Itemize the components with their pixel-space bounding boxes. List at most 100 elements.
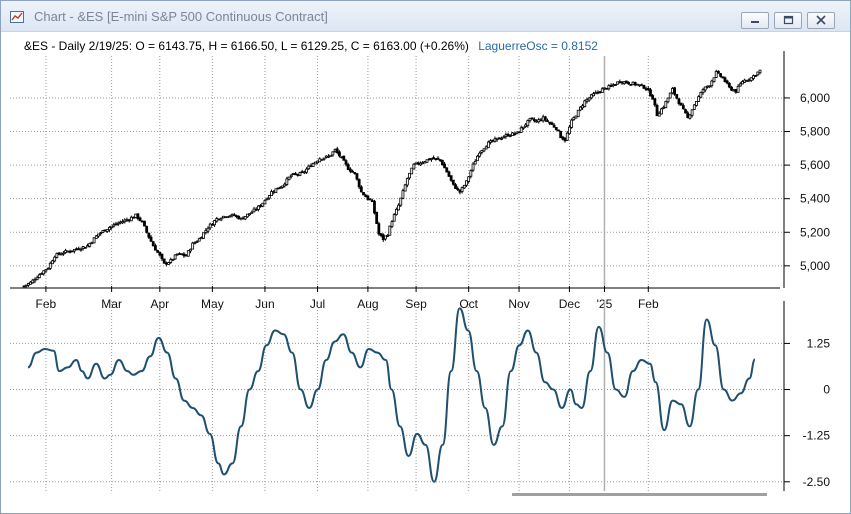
candle: [576, 109, 580, 118]
candle: [70, 250, 74, 253]
candle: [327, 154, 330, 158]
candle: [708, 85, 712, 89]
candle: [388, 225, 392, 236]
candle: [173, 254, 177, 260]
candle: [511, 132, 514, 136]
candle: [616, 81, 620, 85]
candle: [359, 185, 363, 193]
candle: [318, 157, 322, 163]
candle: [184, 254, 188, 257]
candle: [364, 193, 368, 198]
candle: [427, 157, 431, 161]
candle: [68, 249, 72, 254]
oscillator-grid: [10, 301, 784, 491]
candle: [162, 258, 166, 264]
candle: [743, 78, 747, 84]
candle: [692, 103, 696, 111]
candle: [673, 86, 676, 96]
candle: [642, 84, 646, 89]
quote-info: &ES - Daily 2/19/25: O = 6143.75, H = 61…: [24, 39, 598, 53]
candle: [302, 170, 306, 175]
candle: [250, 210, 254, 214]
candle: [550, 121, 554, 125]
candle: [559, 130, 563, 139]
osc-y-tick-label: 1.25: [807, 336, 831, 350]
candle: [451, 179, 455, 186]
candle: [331, 151, 335, 157]
candle: [712, 77, 716, 83]
title-bar[interactable]: Chart - &ES [E-mini S&P 500 Continuous C…: [1, 1, 850, 32]
candle: [29, 280, 32, 285]
candle: [86, 243, 89, 248]
candle: [123, 218, 127, 224]
candle: [703, 86, 707, 93]
candle: [156, 249, 160, 253]
candle: [563, 137, 567, 143]
candle: [618, 79, 622, 84]
candle: [432, 155, 436, 160]
candle: [581, 103, 584, 110]
candle: [370, 198, 374, 202]
maximize-button[interactable]: [774, 12, 802, 29]
oscillator-readout: LaguerreOsc = 0.8152: [478, 39, 598, 53]
candle: [99, 231, 103, 236]
horizontal-scrollbar[interactable]: [512, 493, 767, 496]
candle: [134, 213, 138, 219]
candle: [346, 162, 350, 171]
candle: [243, 216, 247, 221]
candle: [217, 218, 221, 221]
candle: [706, 85, 709, 89]
candle: [66, 250, 70, 253]
candle: [270, 189, 273, 197]
candle: [469, 169, 473, 179]
candle: [530, 117, 534, 120]
minimize-button[interactable]: [741, 12, 769, 29]
candle: [108, 226, 111, 232]
candle: [189, 248, 192, 254]
candle: [598, 90, 602, 94]
candle: [539, 117, 543, 122]
candle: [681, 103, 685, 110]
candle: [443, 161, 446, 169]
chart-area[interactable]: 6,000 5,800 5,600 5,400 5,200 5,000 Feb Mar Apr…: [0, 31, 849, 512]
candle: [366, 195, 370, 201]
candle: [500, 136, 503, 141]
candle: [246, 213, 249, 218]
candle: [519, 125, 523, 133]
candle: [526, 119, 530, 128]
close-button[interactable]: [807, 12, 835, 29]
candle: [300, 169, 304, 174]
candle: [552, 123, 556, 128]
candle: [221, 215, 225, 219]
candle: [342, 155, 346, 161]
candle: [355, 173, 359, 181]
candle: [666, 97, 670, 104]
candle: [714, 69, 718, 78]
candle: [434, 158, 438, 161]
candle: [287, 176, 291, 181]
candle: [747, 78, 751, 83]
candle: [311, 162, 315, 167]
date-axis: Feb Mar Apr May Jun Jul Aug Sep Oct Nov Dec '25 Feb: [36, 286, 659, 311]
candle: [397, 203, 400, 211]
candle: [316, 160, 319, 164]
candle: [77, 246, 81, 251]
candle: [75, 247, 78, 251]
candle: [42, 270, 46, 276]
candle: [81, 246, 85, 251]
y-tick-label: 5,800: [800, 125, 830, 139]
candle: [611, 83, 615, 88]
candle: [565, 130, 569, 141]
candle: [272, 189, 276, 195]
candle: [609, 83, 613, 87]
candle: [362, 192, 365, 196]
candle: [210, 222, 214, 226]
candle: [384, 235, 387, 241]
candle: [90, 241, 94, 245]
candle: [522, 126, 525, 130]
candle: [754, 74, 758, 78]
candle: [557, 129, 560, 132]
candle: [158, 251, 162, 257]
window-title: Chart - &ES [E-mini S&P 500 Continuous C…: [34, 9, 328, 24]
candle: [274, 188, 278, 193]
